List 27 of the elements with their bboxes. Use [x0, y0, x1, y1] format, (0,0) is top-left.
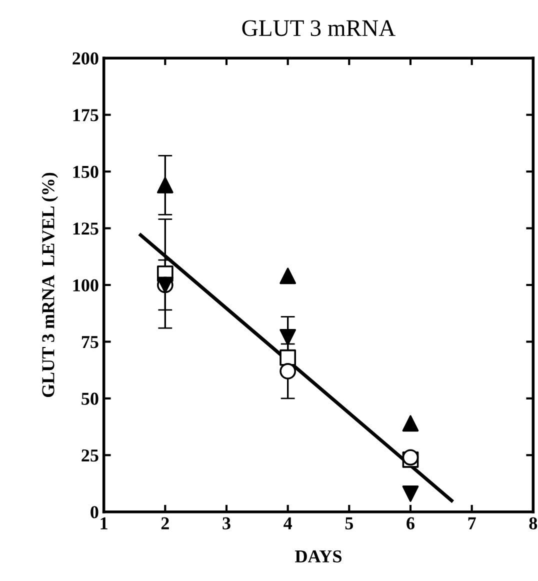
y-tick-label: 25 — [82, 449, 98, 462]
x-tick-label: 6 — [406, 517, 414, 530]
x-tick-label: 7 — [468, 517, 476, 530]
y-tick-label: 150 — [73, 166, 98, 178]
y-tick-label: 50 — [82, 392, 98, 405]
x-tick-label: 4 — [284, 517, 292, 530]
point — [280, 363, 296, 380]
x-tick-label: 5 — [345, 517, 354, 530]
x-axis-title: DAYS — [295, 550, 342, 562]
point — [402, 486, 419, 502]
point — [156, 176, 174, 194]
y-tick-label: 200 — [72, 52, 98, 65]
point — [402, 415, 419, 432]
y-tick-label: 175 — [73, 109, 98, 122]
x-tick-label: 2 — [161, 517, 169, 530]
y-tick-label: 75 — [82, 336, 98, 348]
point — [280, 349, 296, 366]
chart-title: GLUT 3 mRNA — [242, 20, 396, 36]
x-tick-label: 8 — [529, 517, 538, 530]
x-tick-label: 3 — [222, 517, 230, 530]
y-tick-label: 125 — [73, 222, 98, 235]
point — [280, 268, 296, 284]
point — [280, 328, 296, 346]
y-tick-label: 0 — [90, 506, 98, 518]
y-axis-title: GLUT 3 mRNA LEVEL (%) — [42, 172, 58, 398]
y-tick-label: 100 — [73, 279, 98, 292]
x-tick-label: 1 — [100, 517, 108, 530]
